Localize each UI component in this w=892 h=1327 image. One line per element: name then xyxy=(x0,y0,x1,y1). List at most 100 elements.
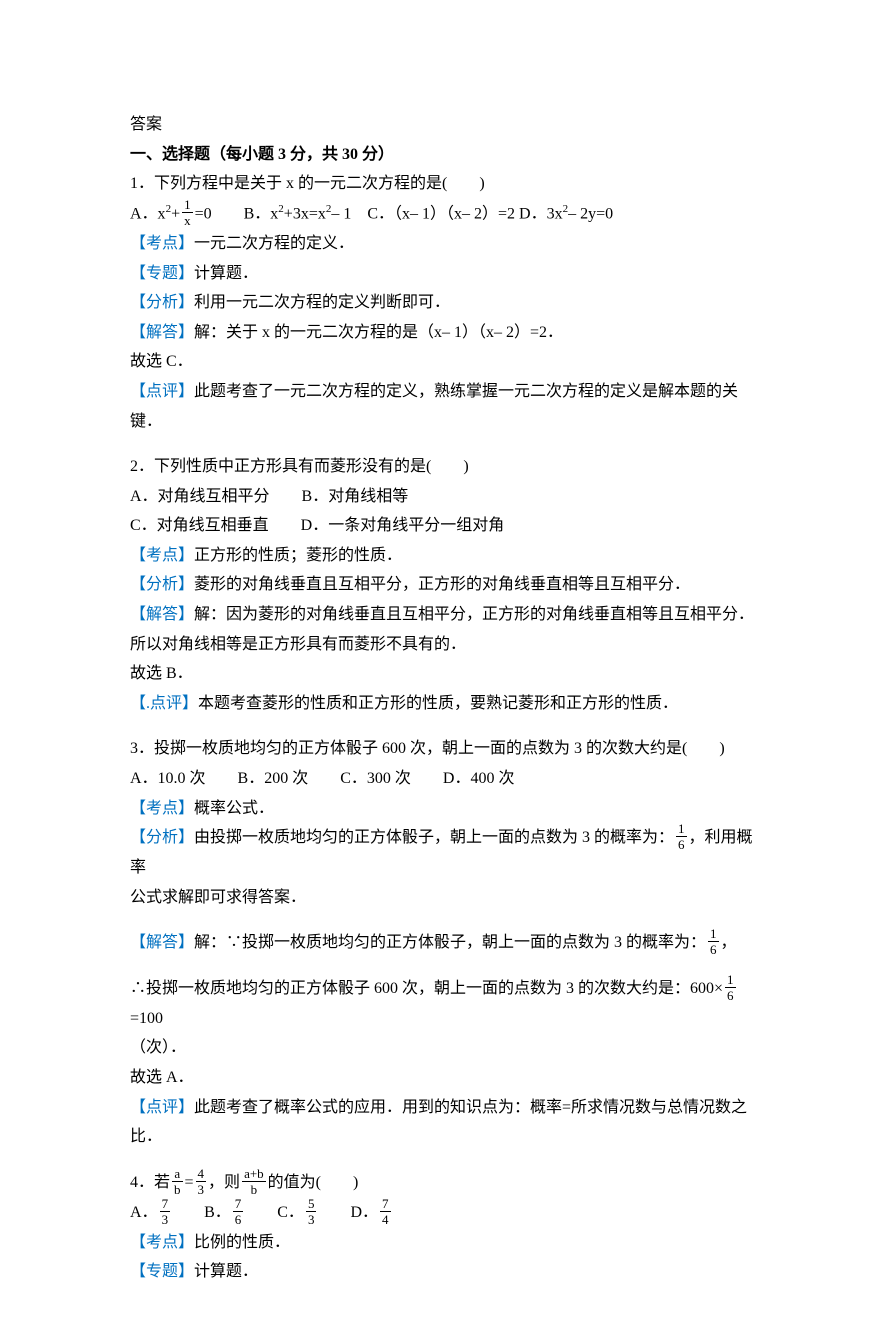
q4-opt-c: C． xyxy=(245,1204,304,1221)
q1-kaodian-text: 一元二次方程的定义． xyxy=(194,235,354,252)
frac-num: 1 xyxy=(182,198,193,213)
q3-jieda2-b: =100 xyxy=(130,1010,163,1027)
frac-num: 7 xyxy=(160,1197,171,1212)
q1-end: – 2y=0 xyxy=(568,205,613,222)
frac-num: 7 xyxy=(380,1197,391,1212)
frac-num: 7 xyxy=(233,1197,244,1212)
frac-den: 3 xyxy=(306,1212,317,1226)
q4-opt-b: B． xyxy=(172,1204,231,1221)
fraction-1-6: 16 xyxy=(708,927,719,956)
q3-stem: 3．投掷一枚质地均匀的正方体骰子 600 次，朝上一面的点数为 3 的次数大约是… xyxy=(130,734,762,764)
q4-zhuanti-text: 计算题． xyxy=(194,1263,258,1280)
zhuanti-label: 【专题】 xyxy=(130,265,194,282)
frac-num: 4 xyxy=(196,1167,207,1182)
q2-opts1: A．对角线互相平分 B．对角线相等 xyxy=(130,482,762,512)
frac-den: 4 xyxy=(380,1212,391,1226)
q4-kaodian-text: 比例的性质． xyxy=(194,1234,290,1251)
q1-kaodian: 【考点】一元二次方程的定义． xyxy=(130,229,762,259)
kaodian-label: 【考点】 xyxy=(130,547,194,564)
frac-den: 6 xyxy=(708,942,719,956)
fraction-5-3: 53 xyxy=(306,1197,317,1226)
fraction-4-3: 43 xyxy=(196,1167,207,1196)
q1-mid4: – 1 C．（x– 1）（x– 2）=2 D．3x xyxy=(331,205,562,222)
q1-stem: 1．下列方程中是关于 x 的一元二次方程的是( ) xyxy=(130,169,762,199)
frac-num: a xyxy=(172,1167,183,1182)
q3-fenxi-c: 公式求解即可求得答案． xyxy=(130,883,762,913)
q1-zhuanti: 【专题】计算题． xyxy=(130,259,762,289)
fraction-a-b: ab xyxy=(172,1167,183,1196)
q2-fenxi-text: 菱形的对角线垂直且互相平分，正方形的对角线垂直相等且互相平分． xyxy=(194,576,690,593)
answer-heading: 答案 xyxy=(130,110,762,140)
q1-mid2: =0 B．x xyxy=(195,205,279,222)
q1-dianping: 【点评】此题考查了一元二次方程的定义，熟练掌握一元二次方程的定义是解本题的关键． xyxy=(130,377,762,436)
jieda-label: 【解答】 xyxy=(130,606,194,623)
frac-num: 1 xyxy=(676,822,687,837)
kaodian-label: 【考点】 xyxy=(130,235,194,252)
frac-num: 5 xyxy=(306,1197,317,1212)
q2-kaodian-text: 正方形的性质；菱形的性质． xyxy=(194,547,402,564)
spacer xyxy=(130,912,762,928)
q2-dianping-text: 本题考查菱形的性质和正方形的性质，要熟记菱形和正方形的性质． xyxy=(198,695,678,712)
frac-den: 3 xyxy=(160,1212,171,1226)
q3-jieda2-a: ∴投掷一枚质地均匀的正方体骰子 600 次，朝上一面的点数为 3 的次数大约是：… xyxy=(130,980,723,997)
q2-jieda: 【解答】解：因为菱形的对角线垂直且互相平分，正方形的对角线垂直相等且互相平分． xyxy=(130,600,762,630)
q1-guxuan: 故选 C． xyxy=(130,347,762,377)
q4-opt-d: D． xyxy=(318,1204,378,1221)
q1-jieda: 【解答】解：关于 x 的一元二次方程的是（x– 1）（x– 2）=2． xyxy=(130,318,762,348)
q2-stem: 2．下列性质中正方形具有而菱形没有的是( ) xyxy=(130,452,762,482)
frac-den: x xyxy=(182,213,193,227)
spacer xyxy=(130,958,762,974)
q3-kaodian-text: 概率公式． xyxy=(194,800,274,817)
frac-den: b xyxy=(242,1182,266,1196)
frac-num: 1 xyxy=(725,973,736,988)
jieda-label: 【解答】 xyxy=(130,324,194,341)
frac-den: 6 xyxy=(676,837,687,851)
q4-stem-a: 4．若 xyxy=(130,1174,170,1191)
q1-mid1: + xyxy=(171,205,180,222)
section-heading: 一、选择题（每小题 3 分，共 30 分） xyxy=(130,140,762,170)
fraction-aplus-b: a+bb xyxy=(242,1167,266,1196)
fenxi-label: 【分析】 xyxy=(130,576,194,593)
q3-guxuan: 故选 A． xyxy=(130,1063,762,1093)
kaodian-label: 【考点】 xyxy=(130,1234,194,1251)
q3-jieda-b: ， xyxy=(721,934,737,951)
q4-opt-a: A． xyxy=(130,1204,158,1221)
q4-options: A．73 B．76 C．53 D．74 xyxy=(130,1198,762,1228)
frac-num: a+b xyxy=(242,1167,266,1182)
fraction-7-6: 76 xyxy=(233,1197,244,1226)
q3-opts: A．10.0 次 B．200 次 C．300 次 D．400 次 xyxy=(130,764,762,794)
q3-fenxi: 【分析】由投掷一枚质地均匀的正方体骰子，朝上一面的点数为 3 的概率为：16，利… xyxy=(130,823,762,882)
q1-jieda-text: 解：关于 x 的一元二次方程的是（x– 1）（x– 2）=2． xyxy=(194,324,563,341)
q3-jieda: 【解答】解：∵投掷一枚质地均匀的正方体骰子，朝上一面的点数为 3 的概率为：16… xyxy=(130,928,762,958)
q4-stem-b: = xyxy=(185,1174,194,1191)
q2-dianping: 【.点评】本题考查菱形的性质和正方形的性质，要熟记菱形和正方形的性质． xyxy=(130,689,762,719)
q1-dianping-text: 此题考查了一元二次方程的定义，熟练掌握一元二次方程的定义是解本题的关键． xyxy=(130,383,738,430)
dianping-label: 【点评】 xyxy=(130,383,194,400)
fraction-1-6: 16 xyxy=(725,973,736,1002)
fraction-1-6: 16 xyxy=(676,822,687,851)
q3-kaodian: 【考点】概率公式． xyxy=(130,794,762,824)
frac-den: 6 xyxy=(233,1212,244,1226)
q4-stem-d: 的值为( ) xyxy=(268,1174,359,1191)
q4-stem: 4．若ab=43，则a+bb的值为( ) xyxy=(130,1168,762,1198)
fenxi-label: 【分析】 xyxy=(130,294,194,311)
zhuanti-label: 【专题】 xyxy=(130,1263,194,1280)
q2-kaodian: 【考点】正方形的性质；菱形的性质． xyxy=(130,541,762,571)
spacer xyxy=(130,1152,762,1168)
q3-jieda2: ∴投掷一枚质地均匀的正方体骰子 600 次，朝上一面的点数为 3 的次数大约是：… xyxy=(130,974,762,1033)
dianping-label: 【点评】 xyxy=(130,1099,194,1116)
q4-stem-c: ，则 xyxy=(208,1174,240,1191)
q4-kaodian: 【考点】比例的性质． xyxy=(130,1228,762,1258)
q2-fenxi: 【分析】菱形的对角线垂直且互相平分，正方形的对角线垂直相等且互相平分． xyxy=(130,570,762,600)
jieda-label: 【解答】 xyxy=(130,934,194,951)
q1-fenxi-text: 利用一元二次方程的定义判断即可． xyxy=(194,294,450,311)
spacer xyxy=(130,718,762,734)
q3-dianping: 【点评】此题考查了概率公式的应用．用到的知识点为：概率=所求情况数与总情况数之比… xyxy=(130,1093,762,1152)
frac-num: 1 xyxy=(708,927,719,942)
dianping-label: 【.点评】 xyxy=(130,695,198,712)
q2-opts2: C．对角线互相垂直 D．一条对角线平分一组对角 xyxy=(130,511,762,541)
fraction-1-over-x: 1x xyxy=(182,198,193,227)
q2-jieda-text: 解：因为菱形的对角线垂直且互相平分，正方形的对角线垂直相等且互相平分． xyxy=(194,606,754,623)
fraction-7-4: 74 xyxy=(380,1197,391,1226)
q2-jieda2: 所以对角线相等是正方形具有而菱形不具有的． xyxy=(130,630,762,660)
